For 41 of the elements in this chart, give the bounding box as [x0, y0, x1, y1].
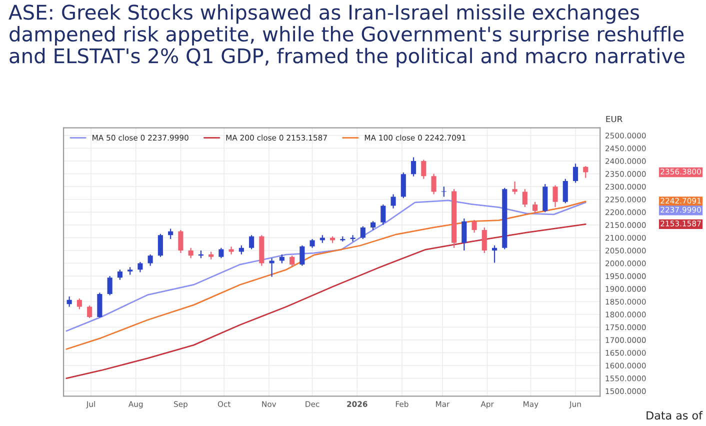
candlestick — [87, 304, 92, 319]
candlestick — [249, 234, 254, 250]
candlestick — [431, 173, 436, 195]
candlestick — [168, 228, 174, 240]
candlestick — [400, 172, 406, 199]
candlestick — [97, 292, 102, 318]
candlestick — [583, 166, 588, 178]
candlestick — [269, 258, 274, 278]
y-axis-title: EUR — [606, 116, 622, 122]
candlestick — [148, 254, 153, 266]
candlestick — [360, 226, 366, 240]
candlestick — [300, 244, 305, 266]
candlestick — [76, 298, 82, 310]
candlestick — [390, 194, 396, 209]
candlestick — [178, 229, 184, 254]
candlestick — [107, 275, 112, 296]
text: Data as of — [646, 410, 703, 420]
candlestick — [421, 159, 426, 180]
candlestick — [462, 218, 467, 252]
candlestick — [512, 180, 518, 195]
candlestick — [572, 163, 578, 184]
candlestick — [522, 188, 528, 208]
candlestick — [350, 234, 356, 242]
candlestick — [138, 261, 143, 273]
candlestick — [472, 219, 477, 234]
candlestick — [188, 247, 194, 259]
candlestick — [492, 244, 498, 264]
chart-title: ASE: Greek Stocks whipsawed as Iran-Israel missile exchanges dampened risk appetite, while the Government's surprise reshuffle and ELSTAT's 2% Q1 GDP, framed the political and macro narrative — [8, 4, 684, 68]
candlestick — [117, 269, 122, 280]
candlestick — [66, 296, 72, 308]
candlestick — [218, 247, 224, 259]
candlestick — [562, 178, 568, 204]
line-series — [66, 223, 586, 379]
candlestick — [552, 184, 558, 208]
candlestick — [290, 255, 295, 268]
candlestick — [411, 156, 416, 177]
candlestick — [482, 226, 487, 254]
candlestick — [532, 201, 538, 214]
candlestick — [380, 204, 386, 226]
candlestick — [158, 233, 163, 258]
candlestick — [441, 186, 446, 198]
